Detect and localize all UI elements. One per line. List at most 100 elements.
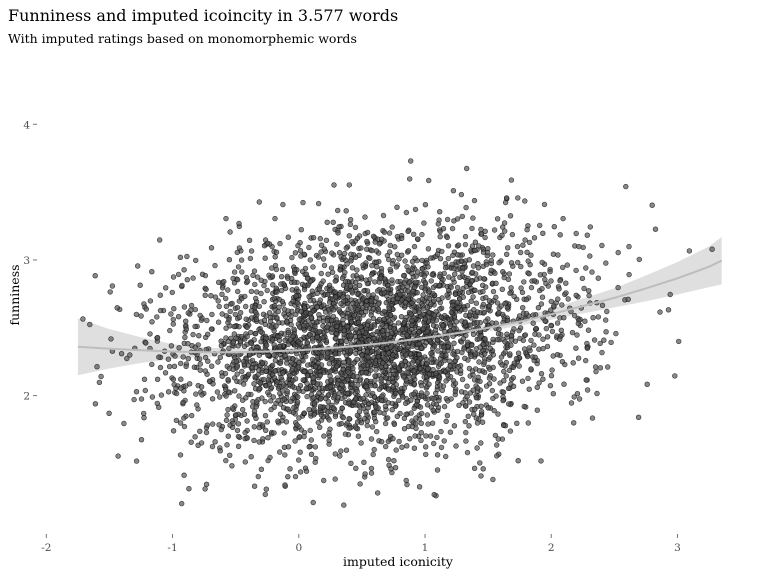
data-point [447,358,453,364]
data-point [587,253,593,259]
data-point [260,436,266,442]
data-point [246,237,253,244]
data-point [564,262,570,268]
data-point [371,446,377,453]
data-point [419,393,425,399]
data-point [426,371,433,378]
data-point [363,369,369,376]
data-point [332,278,338,284]
data-point [310,264,316,270]
data-point [197,367,204,373]
data-point [334,363,340,369]
data-point [507,290,513,296]
data-point [249,357,256,364]
data-point [597,365,604,371]
data-point [364,288,371,294]
data-point [375,354,381,360]
data-point [511,293,517,300]
data-point [210,381,216,387]
data-point [309,288,315,294]
data-point [275,334,281,340]
data-point [526,386,532,392]
data-point [285,406,291,412]
data-point [320,278,326,284]
data-point [502,339,508,345]
data-point [585,288,592,294]
data-point [463,429,469,436]
data-point [281,430,287,436]
data-point [87,321,93,328]
data-point [266,310,273,316]
data-point [329,269,336,275]
data-point [316,286,322,292]
data-point [389,400,395,407]
data-point [386,256,392,263]
data-point [165,356,172,362]
data-point [340,321,347,327]
data-point [346,416,352,422]
data-point [334,241,340,247]
data-point [382,276,388,282]
data-point [449,261,455,268]
data-point [477,378,483,385]
data-point [507,428,514,434]
data-point [376,301,382,307]
data-point [521,346,528,352]
data-point [257,380,263,386]
data-point [365,387,371,394]
data-point [170,316,177,323]
data-point [289,254,295,261]
data-point [241,411,248,417]
data-point [323,395,329,402]
data-point [181,423,188,430]
data-point [256,439,262,445]
data-point [548,373,555,379]
data-point [381,316,387,322]
data-point [380,328,386,334]
data-point [353,377,359,384]
data-point [351,312,357,319]
data-point [561,315,567,321]
data-point [163,285,169,291]
data-point [178,360,184,367]
data-point [551,224,557,230]
data-point [248,340,254,347]
data-point [590,315,596,321]
data-point [303,271,309,277]
data-point [408,397,414,403]
data-point [533,325,539,332]
data-point [202,272,209,279]
data-point [348,460,354,466]
data-point [407,436,413,442]
data-point [396,397,402,404]
data-point [525,258,531,264]
data-point [613,330,619,337]
data-point [418,382,425,389]
data-point [261,243,268,249]
data-point [280,370,286,376]
data-point [428,350,434,356]
data-point [434,434,440,441]
data-point [487,366,493,372]
data-point [337,267,343,273]
data-point [401,374,407,380]
data-point [311,400,318,406]
data-point [412,206,419,213]
data-point [290,377,296,384]
data-point [535,305,542,311]
data-point [584,232,590,238]
data-point [369,390,376,397]
data-point [491,376,497,382]
data-point [330,219,336,226]
data-point [197,356,203,362]
data-point [284,319,290,325]
data-point [192,323,198,330]
data-point [323,309,329,315]
data-point [310,499,316,506]
data-point [502,228,508,234]
data-point [397,345,403,352]
data-point [604,308,610,315]
data-point [268,406,274,413]
data-point [369,348,375,354]
data-point [543,280,549,287]
